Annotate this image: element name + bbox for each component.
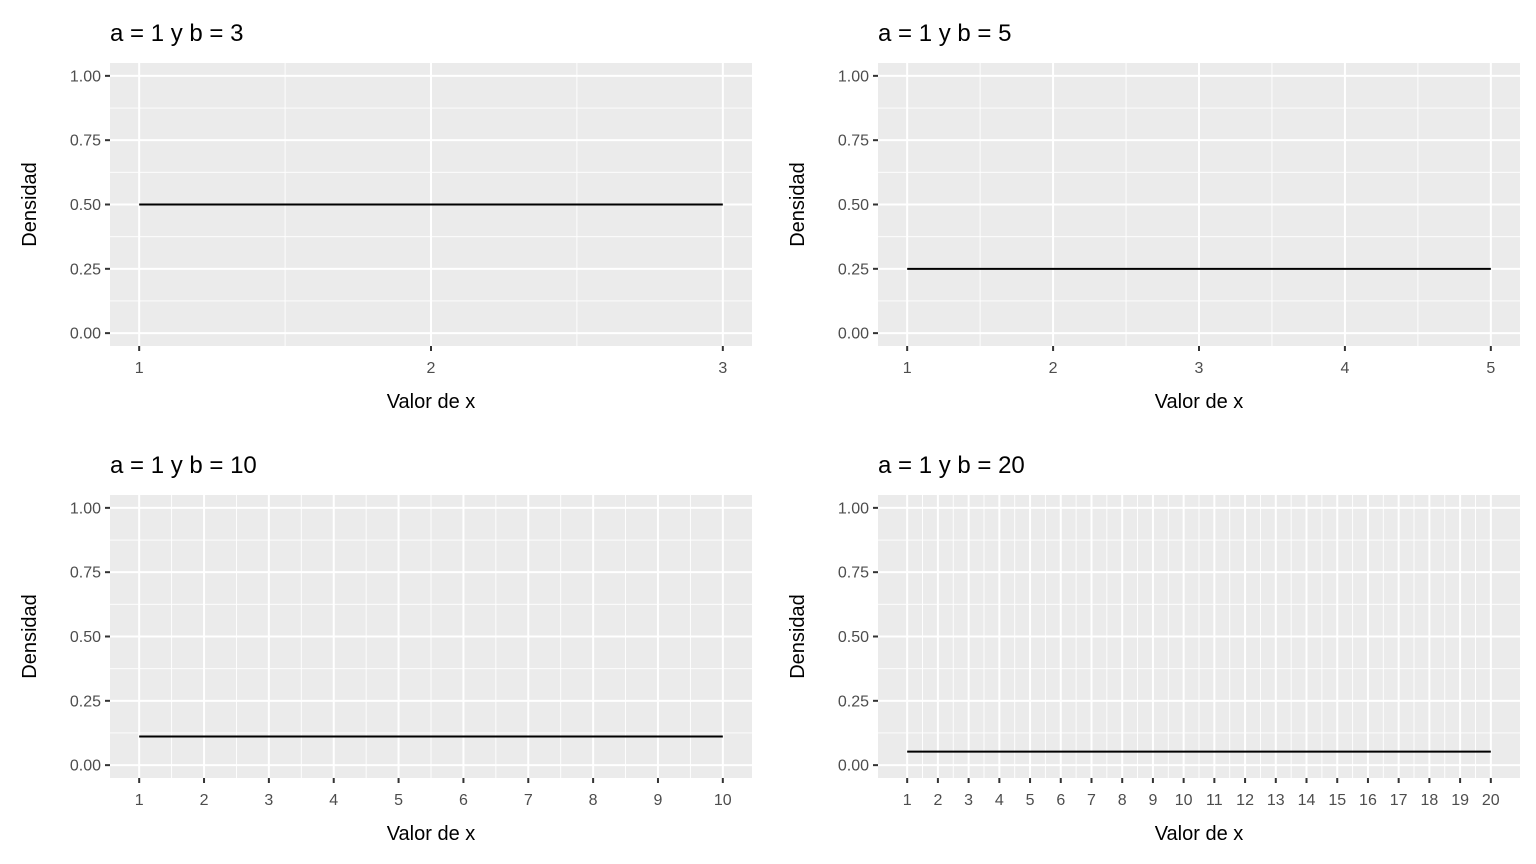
x-tick-label: 10 [1175,792,1193,809]
panel-title: a = 1 y b = 10 [110,452,257,479]
x-tick-label: 5 [1486,360,1495,377]
x-tick-label: 8 [589,792,598,809]
x-tick-label: 5 [1026,792,1035,809]
panel-title: a = 1 y b = 5 [878,20,1011,47]
x-tick-label: 11 [1206,792,1223,809]
y-tick-label: 0.75 [70,565,101,582]
x-tick-label: 1 [903,792,912,809]
x-tick-label: 14 [1298,792,1316,809]
x-tick-label: 19 [1451,792,1469,809]
y-tick-label: 0.00 [70,758,101,775]
y-tick-label: 0.75 [838,565,869,582]
x-tick-label: 15 [1328,792,1346,809]
y-axis-title: Densidad [787,162,809,247]
x-tick-label: 2 [200,792,209,809]
panel-title: a = 1 y b = 3 [110,20,243,47]
x-tick-label: 4 [329,792,338,809]
x-tick-label: 9 [1148,792,1157,809]
x-tick-label: 5 [394,792,403,809]
y-tick-label: 0.25 [70,261,101,278]
y-tick-label: 0.50 [70,197,101,214]
x-tick-label: 9 [654,792,663,809]
x-tick-label: 4 [995,792,1004,809]
y-tick-label: 0.25 [838,693,869,710]
x-tick-label: 18 [1420,792,1438,809]
x-tick-label: 2 [427,360,436,377]
panel-title: a = 1 y b = 20 [878,452,1025,479]
x-tick-label: 7 [1087,792,1096,809]
y-tick-label: 0.25 [838,261,869,278]
x-tick-label: 6 [459,792,468,809]
y-tick-label: 0.25 [70,693,101,710]
x-tick-label: 17 [1390,792,1408,809]
x-tick-label: 12 [1236,792,1254,809]
x-tick-label: 3 [264,792,273,809]
x-tick-label: 2 [933,792,942,809]
x-axis-title: Valor de x [1155,391,1244,413]
y-tick-label: 0.50 [70,629,101,646]
y-tick-label: 0.00 [70,326,101,343]
y-tick-label: 0.00 [838,326,869,343]
y-tick-label: 1.00 [838,500,869,517]
y-axis-title: Densidad [787,594,809,679]
x-tick-label: 1 [135,792,144,809]
y-tick-label: 1.00 [70,68,101,85]
x-tick-label: 13 [1267,792,1285,809]
x-tick-label: 1 [903,360,912,377]
y-tick-label: 1.00 [838,68,869,85]
x-tick-label: 1 [135,360,144,377]
y-tick-label: 0.50 [838,629,869,646]
y-tick-label: 0.75 [70,133,101,150]
x-tick-label: 16 [1359,792,1377,809]
y-axis-title: Densidad [19,594,41,679]
x-tick-label: 7 [524,792,533,809]
y-tick-label: 0.00 [838,758,869,775]
y-tick-label: 0.75 [838,133,869,150]
y-tick-label: 0.50 [838,197,869,214]
panel-1: 0.00 0.25 0.50 0.75 1.00 1 2 3 a = 1 y b = 3 Valo… [19,20,752,413]
x-tick-label: 3 [718,360,727,377]
x-tick-label: 3 [964,792,973,809]
x-axis-title: Valor de x [1155,823,1244,845]
x-tick-label: 10 [714,792,732,809]
x-axis-title: Valor de x [387,823,476,845]
x-tick-label: 2 [1049,360,1058,377]
x-tick-label: 8 [1118,792,1127,809]
y-tick-label: 1.00 [70,500,101,517]
y-axis-title: Densidad [19,162,41,247]
panel-2: 0.00 0.25 0.50 0.75 1.00 1 2 3 4 5 a = 1 y b = 5 Va… [787,20,1520,413]
x-tick-label: 4 [1340,360,1349,377]
panel-4: 0.000.250.500.751.001 2 3 4 5 6 7 8 9 10 11 12 13 14 1… [787,452,1520,845]
panel-3: 0.00 0.25 0.50 0.75 1.00 1 2 3 4 5 6 7 8 9 10 a = 1 y b… [19,452,752,845]
x-tick-label: 3 [1195,360,1204,377]
x-tick-label: 6 [1056,792,1065,809]
x-axis-title: Valor de x [387,391,476,413]
x-tick-label: 20 [1482,792,1500,809]
